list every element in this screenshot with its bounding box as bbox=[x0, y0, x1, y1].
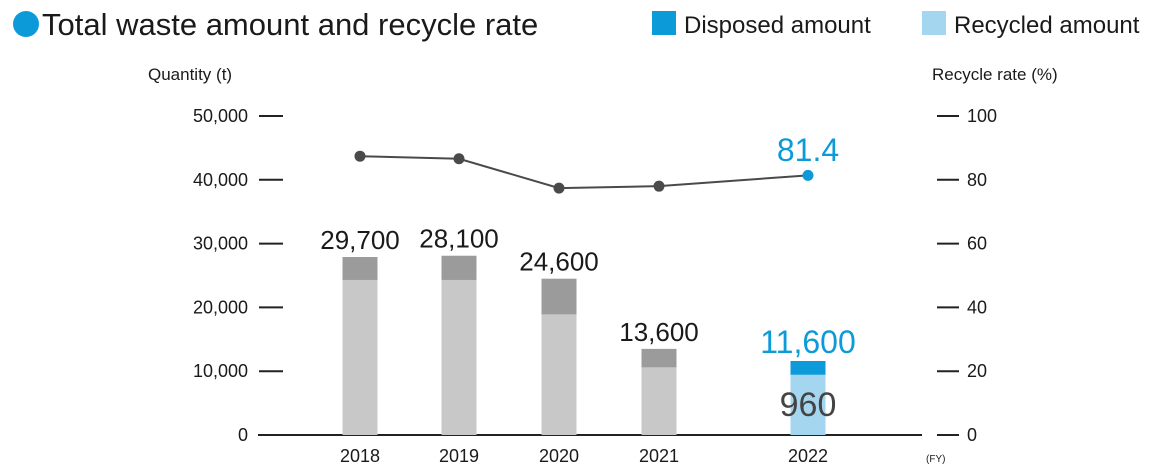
bar-series bbox=[342, 255, 826, 435]
recycle-rate-point-2021 bbox=[653, 180, 665, 192]
y-left-tick-label: 0 bbox=[238, 425, 248, 445]
bar-disposed-2021 bbox=[641, 348, 677, 368]
total-label-2020: 24,600 bbox=[519, 247, 599, 277]
x-tick-label-2018: 2018 bbox=[340, 446, 380, 466]
y-left-tick-label: 10,000 bbox=[193, 361, 248, 381]
y-axis-left: 0 10,000 20,000 30,000 40,000 50,000 bbox=[193, 106, 283, 445]
recycle-rate-point-2022 bbox=[802, 169, 814, 181]
y-left-tick-label: 20,000 bbox=[193, 297, 248, 317]
recycle-rate-point-2020 bbox=[553, 182, 565, 194]
y-axis-right-title: Recycle rate (%) bbox=[932, 65, 1058, 84]
recycle-rate-series bbox=[354, 150, 814, 194]
bar-recycled-2019 bbox=[441, 279, 477, 435]
total-label-2018: 29,700 bbox=[320, 225, 400, 255]
recycle-rate-point-2019 bbox=[453, 153, 465, 165]
recycle-rate-line bbox=[359, 155, 809, 190]
y-left-tick-label: 30,000 bbox=[193, 234, 248, 254]
bar-disposed-2020 bbox=[541, 278, 577, 315]
legend-disposed-label: Disposed amount bbox=[684, 12, 871, 39]
title-bullet-icon bbox=[13, 11, 39, 37]
total-labels: 29,700 28,100 24,600 13,600 11,600 bbox=[320, 224, 856, 360]
recycle-rate-point-2018 bbox=[354, 150, 366, 162]
y-axis-left-title: Quantity (t) bbox=[148, 65, 232, 84]
legend-disposed-swatch bbox=[652, 11, 676, 35]
legend-recycled-swatch bbox=[922, 11, 946, 35]
y-right-tick-label: 40 bbox=[967, 297, 987, 317]
bar-disposed-2022 bbox=[790, 360, 826, 375]
total-label-2022: 11,600 bbox=[760, 324, 856, 360]
chart-title: Total waste amount and recycle rate bbox=[42, 7, 538, 42]
x-tick-label-2020: 2020 bbox=[539, 446, 579, 466]
x-tick-label-2022: 2022 bbox=[788, 446, 828, 466]
x-axis-unit: (FY) bbox=[926, 454, 945, 465]
bar-recycled-2021 bbox=[641, 367, 677, 435]
rate-2022-label: 81.4 bbox=[777, 132, 839, 168]
total-label-2021: 13,600 bbox=[619, 317, 699, 347]
bar-recycled-2018 bbox=[342, 279, 378, 435]
category-labels: 2018 2019 2020 2021 2022 bbox=[340, 446, 828, 466]
bar-2022-inner-label: 960 bbox=[780, 386, 837, 424]
legend-recycled-label: Recycled amount bbox=[954, 12, 1140, 39]
y-right-tick-label: 80 bbox=[967, 170, 987, 190]
total-label-2019: 28,100 bbox=[419, 224, 499, 254]
y-axis-right: 0 20 40 60 80 100 bbox=[937, 106, 997, 445]
bar-disposed-2018 bbox=[342, 256, 378, 280]
y-left-tick-label: 40,000 bbox=[193, 170, 248, 190]
x-tick-label-2019: 2019 bbox=[439, 446, 479, 466]
y-right-tick-label: 100 bbox=[967, 106, 997, 126]
bar-recycled-2020 bbox=[541, 314, 577, 435]
y-left-tick-label: 50,000 bbox=[193, 106, 248, 126]
bar-disposed-2019 bbox=[441, 255, 477, 280]
x-tick-label-2021: 2021 bbox=[639, 446, 679, 466]
y-right-tick-label: 20 bbox=[967, 361, 987, 381]
bar-recycled-2022 bbox=[790, 374, 826, 435]
y-right-tick-label: 60 bbox=[967, 234, 987, 254]
y-right-tick-label: 0 bbox=[967, 425, 977, 445]
